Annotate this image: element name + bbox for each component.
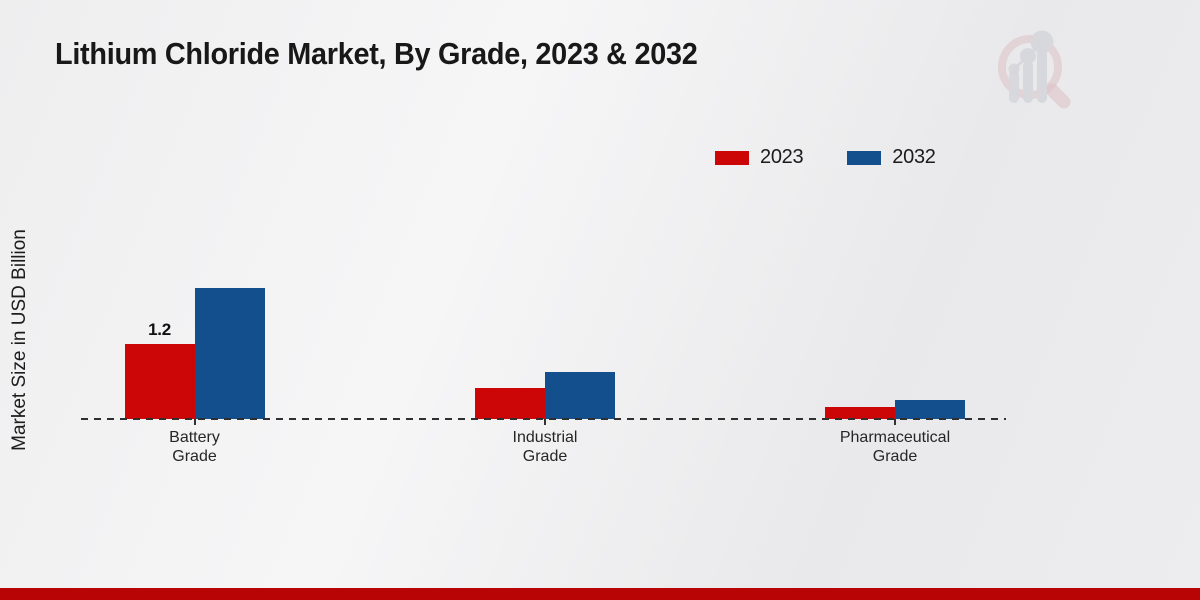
legend-swatch-2023 (715, 150, 749, 165)
category-label-battery-grade: Battery Grade (169, 429, 220, 465)
bar-2032-industrial-grade (545, 372, 615, 419)
x-tick-pharmaceutical-grade (894, 419, 896, 425)
zero-baseline (81, 418, 1006, 420)
brand-logo-icon (998, 30, 1071, 109)
value-label-2023-battery-grade: 1.2 (148, 320, 171, 339)
bar-2023-pharmaceutical-grade (825, 406, 895, 419)
chart-title: Lithium Chloride Market, By Grade, 2023 … (55, 36, 698, 71)
x-tick-industrial-grade (544, 419, 546, 425)
legend: 2023 2032 (715, 146, 936, 169)
x-tick-battery-grade (193, 419, 196, 425)
footer-accent-bar (0, 588, 1200, 600)
bar-2023-battery-grade (124, 344, 195, 419)
legend-label-2032: 2032 (892, 146, 936, 168)
bar-2032-battery-grade (194, 287, 265, 419)
bar-2023-industrial-grade (475, 387, 545, 419)
legend-label-2023: 2023 (760, 146, 804, 168)
category-label-industrial-grade: Industrial Grade (512, 429, 578, 465)
category-label-pharmaceutical-grade: Pharmaceutical Grade (839, 429, 951, 465)
bar-2032-pharmaceutical-grade (895, 400, 965, 419)
legend-swatch-2032 (847, 150, 882, 165)
